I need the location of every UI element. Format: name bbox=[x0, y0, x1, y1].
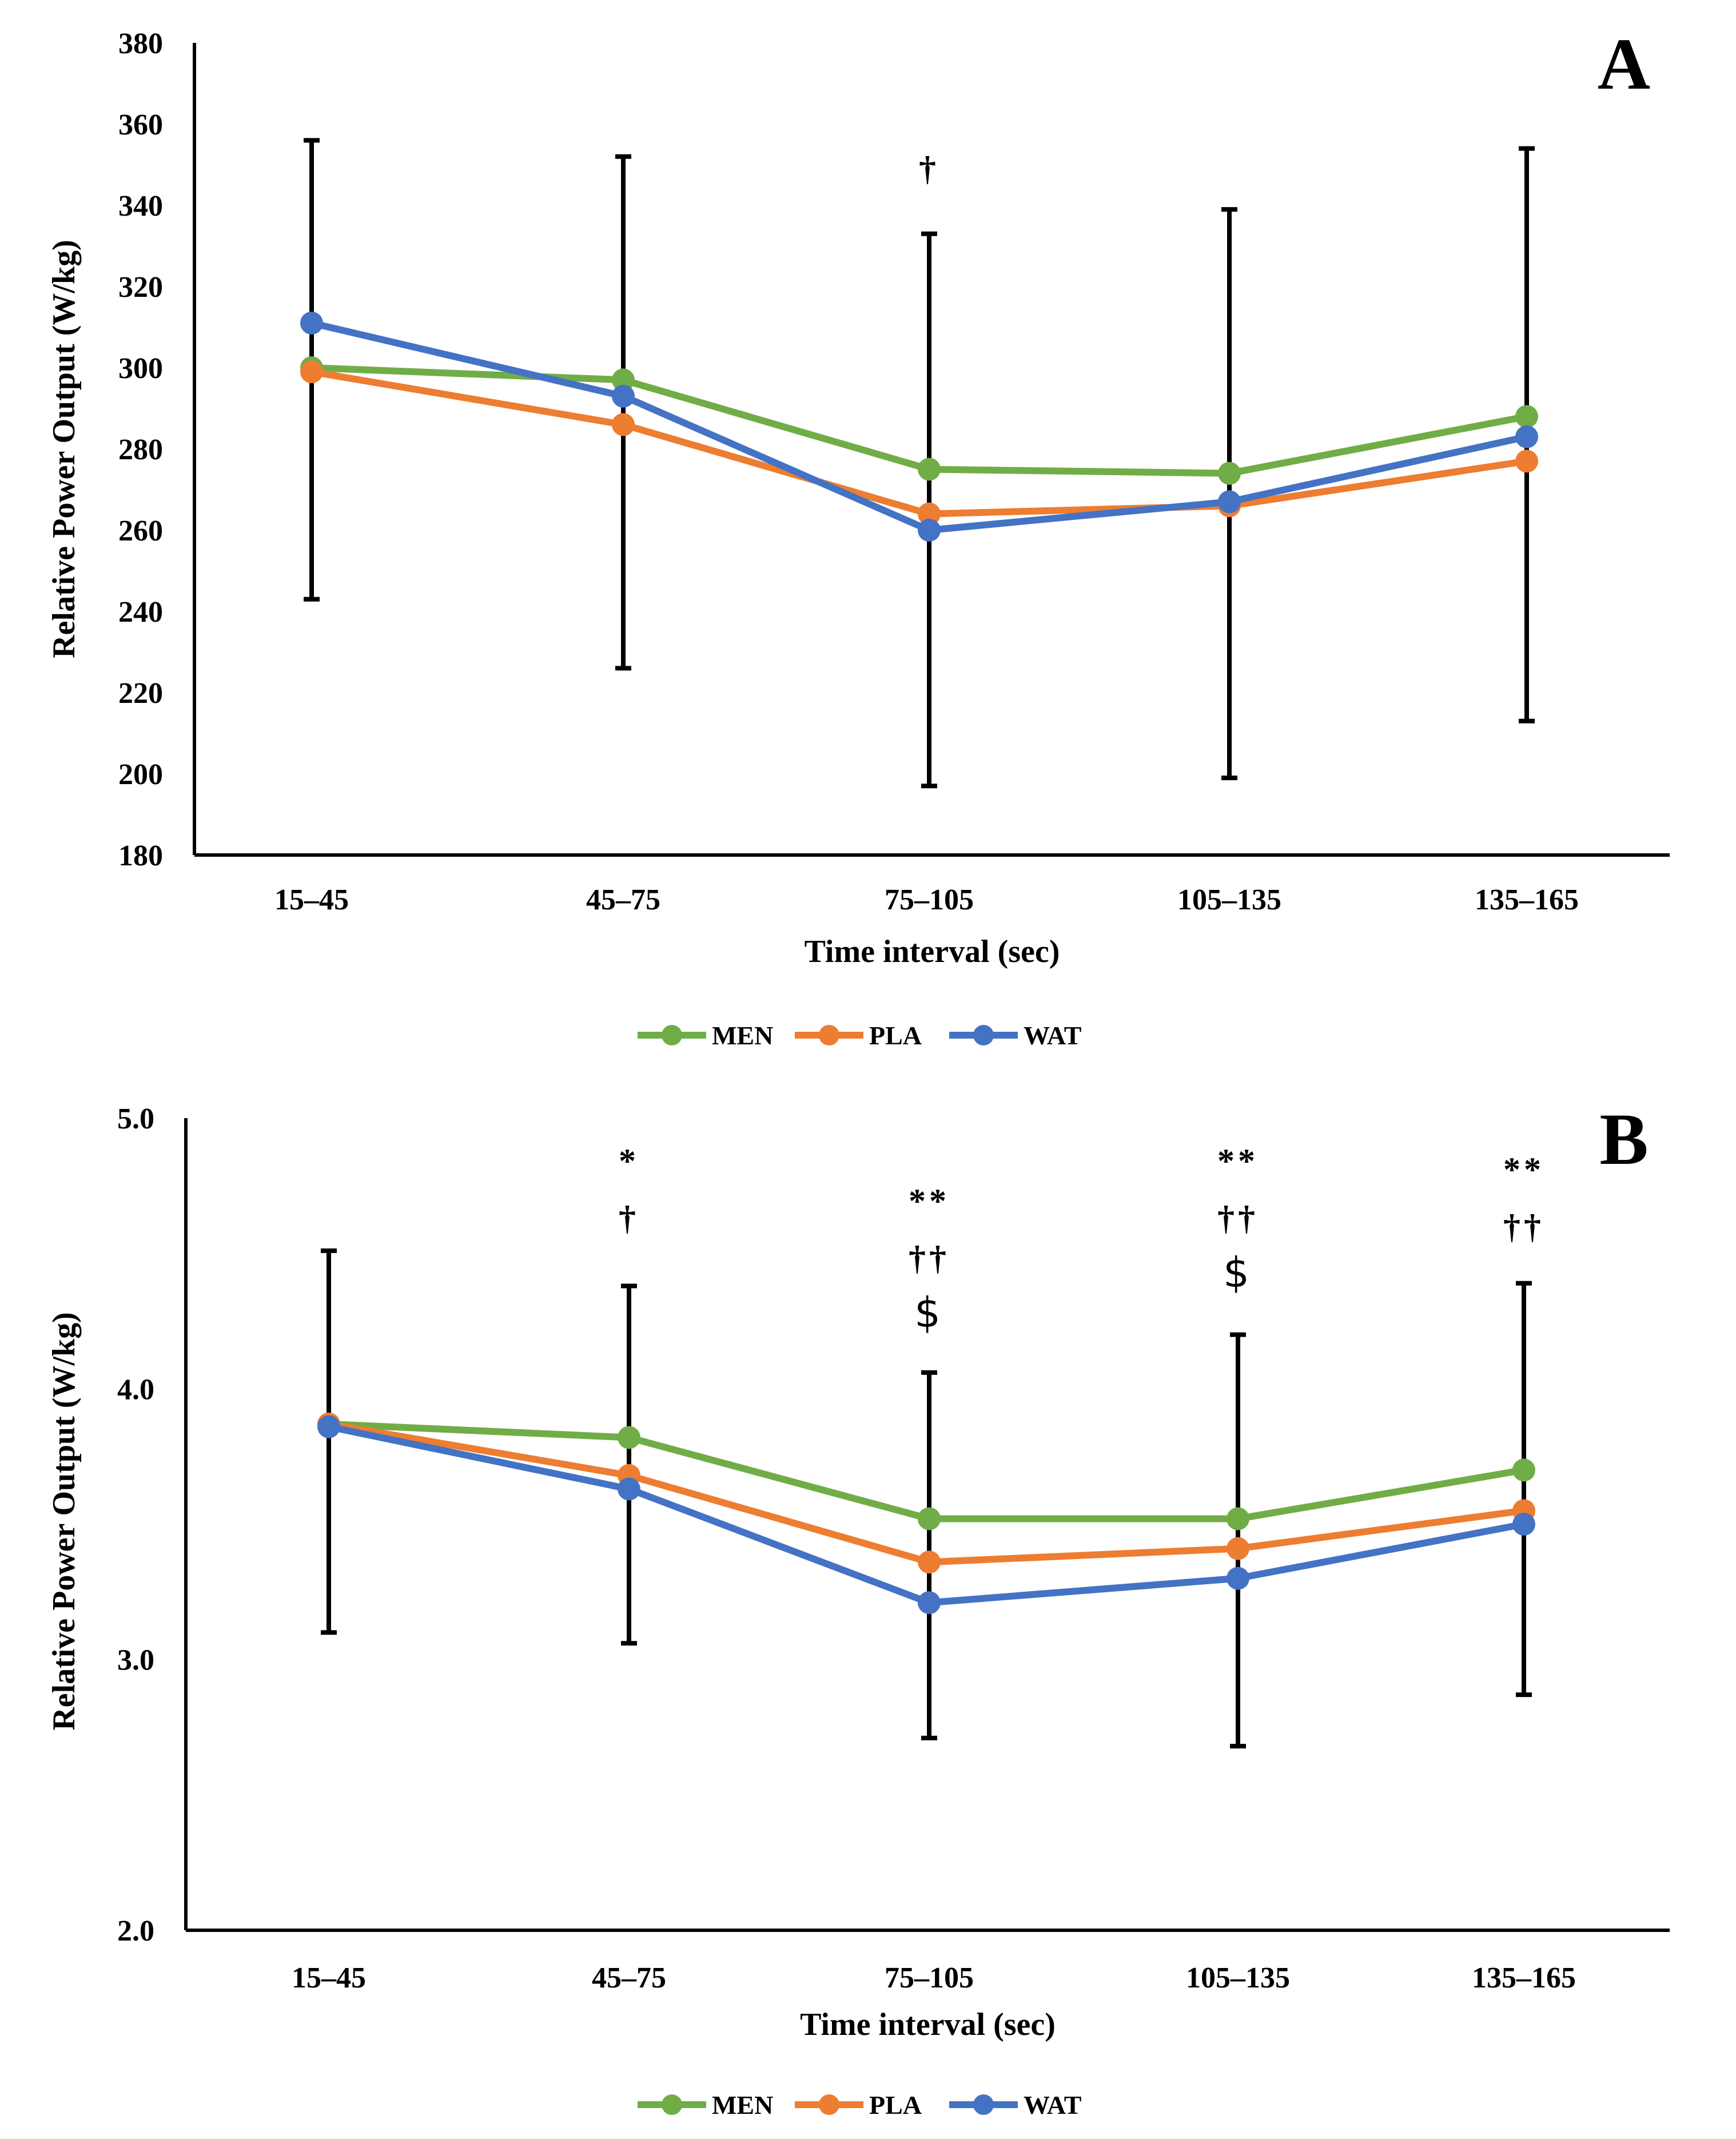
data-point-pla bbox=[918, 1550, 941, 1574]
significance-marker: ** bbox=[909, 1182, 950, 1220]
x-tick-label: 105–135 bbox=[1186, 1962, 1290, 1994]
data-point-men bbox=[918, 1507, 941, 1530]
y-tick-label: 300 bbox=[118, 352, 163, 385]
panel-label: B bbox=[1599, 1099, 1648, 1180]
x-tick-label: 135–165 bbox=[1475, 884, 1579, 916]
data-point-men bbox=[1515, 405, 1538, 428]
y-tick-label: 280 bbox=[118, 434, 163, 466]
data-point-wat bbox=[612, 384, 635, 408]
legend-marker-pla bbox=[819, 2094, 839, 2115]
y-tick-label: 2.0 bbox=[117, 1915, 154, 1947]
legend-label-wat: WAT bbox=[1024, 1021, 1081, 1050]
significance-marker: † bbox=[919, 150, 939, 188]
data-point-wat bbox=[1218, 490, 1241, 514]
x-tick-label: 45–75 bbox=[592, 1962, 666, 1994]
y-tick-label: 200 bbox=[118, 758, 163, 791]
y-tick-label: 220 bbox=[118, 677, 163, 710]
series-line-wat bbox=[310, 320, 1528, 534]
y-tick-label: 380 bbox=[118, 27, 163, 60]
data-point-pla bbox=[918, 502, 941, 526]
data-point-wat bbox=[1515, 425, 1538, 448]
significance-marker: †† bbox=[909, 1239, 950, 1277]
data-point-pla bbox=[612, 413, 635, 436]
data-point-wat bbox=[317, 1415, 340, 1438]
legend-label-wat: WAT bbox=[1024, 2090, 1081, 2120]
data-point-wat bbox=[618, 1477, 640, 1501]
y-tick-label: 180 bbox=[118, 840, 163, 872]
legend-marker-pla bbox=[819, 1025, 839, 1045]
significance-marker: †† bbox=[1503, 1208, 1544, 1246]
data-point-wat bbox=[918, 1591, 941, 1615]
x-axis-title: Time interval (sec) bbox=[805, 934, 1060, 969]
data-point-pla bbox=[1515, 450, 1538, 473]
legend-label-pla: PLA bbox=[869, 2090, 922, 2120]
legend-label-men: MEN bbox=[712, 1021, 773, 1050]
series-line-men bbox=[311, 364, 1528, 477]
data-point-wat bbox=[918, 519, 941, 542]
data-point-men bbox=[1227, 1507, 1249, 1530]
data-point-wat bbox=[300, 311, 323, 335]
panel-a: 180 200 220 240 260 280 300 320 340 360 380 15–45 45… bbox=[46, 23, 1670, 1050]
significance-marker: $ bbox=[1223, 1249, 1253, 1297]
x-axis-title: Time interval (sec) bbox=[800, 2007, 1056, 2042]
data-point-men bbox=[1218, 462, 1241, 485]
legend-marker-wat bbox=[973, 1025, 994, 1045]
data-point-men bbox=[618, 1426, 640, 1449]
panel-label: A bbox=[1598, 23, 1650, 105]
y-tick-label: 260 bbox=[118, 515, 163, 547]
data-point-wat bbox=[1227, 1567, 1249, 1590]
legend-marker-wat bbox=[973, 2094, 994, 2115]
y-tick-label: 240 bbox=[118, 596, 163, 629]
y-tick-label: 340 bbox=[118, 190, 163, 222]
x-tick-label: 15–45 bbox=[292, 1962, 366, 1994]
series-line-pla bbox=[328, 1420, 1524, 1566]
legend-label-men: MEN bbox=[712, 2090, 773, 2120]
x-tick-label: 75–105 bbox=[885, 884, 974, 916]
data-point-wat bbox=[1512, 1513, 1535, 1536]
data-point-men bbox=[1512, 1458, 1535, 1482]
y-tick-label: 5.0 bbox=[117, 1103, 154, 1135]
y-axis-title: Relative Power Output (W/kg) bbox=[46, 240, 82, 658]
x-tick-label: 105–135 bbox=[1177, 884, 1281, 916]
y-tick-label: 360 bbox=[118, 109, 163, 141]
panel-b: 2.0 3.0 4.0 5.0 15–45 45–75 75–105 105–135 135–1… bbox=[46, 1099, 1670, 2120]
legend-label-pla: PLA bbox=[869, 1021, 922, 1050]
x-tick-label: 45–75 bbox=[586, 884, 660, 916]
series-line-men bbox=[328, 1420, 1525, 1522]
legend-marker-men bbox=[662, 1025, 682, 1045]
y-tick-label: 4.0 bbox=[117, 1373, 154, 1406]
significance-marker: †† bbox=[1217, 1199, 1259, 1237]
y-tick-label: 3.0 bbox=[117, 1644, 154, 1677]
legend-marker-men bbox=[662, 2094, 682, 2115]
x-tick-label: 15–45 bbox=[274, 884, 349, 916]
data-point-pla bbox=[1227, 1537, 1249, 1560]
significance-marker: $ bbox=[914, 1289, 944, 1337]
data-point-men bbox=[918, 458, 941, 481]
x-tick-label: 135–165 bbox=[1472, 1962, 1576, 1994]
significance-marker: ** bbox=[1503, 1151, 1544, 1188]
significance-marker: † bbox=[619, 1199, 639, 1237]
data-point-pla bbox=[300, 360, 323, 384]
x-tick-label: 75–105 bbox=[885, 1962, 974, 1994]
series-line-pla bbox=[310, 368, 1527, 518]
significance-marker: * bbox=[619, 1142, 639, 1180]
significance-marker: ** bbox=[1217, 1142, 1259, 1180]
y-axis-title: Relative Power Output (W/kg) bbox=[46, 1312, 82, 1731]
y-tick-label: 320 bbox=[118, 271, 163, 304]
data-point-men bbox=[612, 368, 635, 392]
